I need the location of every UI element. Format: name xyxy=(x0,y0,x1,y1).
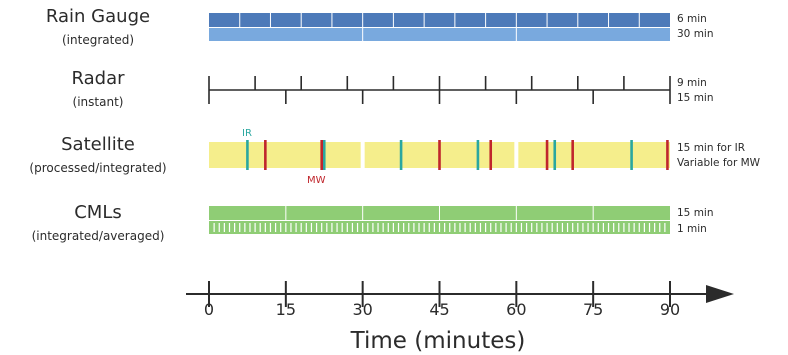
gauge-30min-bar xyxy=(209,28,670,41)
satellite-title: Satellite xyxy=(61,134,135,155)
radar-res-15min: 15 min xyxy=(677,92,714,104)
time-axis: 0 15 30 45 60 75 90 xyxy=(186,281,734,319)
gauge-6min-bar xyxy=(209,13,670,27)
radar-title: Radar xyxy=(72,68,126,89)
time-axis-tick-label: 45 xyxy=(429,300,449,319)
cmls-title: CMLs xyxy=(74,202,122,223)
time-axis-title: Time (minutes) xyxy=(350,328,526,354)
time-axis-tick-label: 90 xyxy=(660,300,680,319)
mw-tag: MW xyxy=(307,175,326,186)
cml-res-15min: 15 min xyxy=(677,207,714,219)
cmls-subtitle: (integrated/averaged) xyxy=(32,229,165,243)
ir-tag: IR xyxy=(242,128,252,139)
satellite-timeline xyxy=(209,140,670,170)
radar-subtitle: (instant) xyxy=(73,95,124,109)
radar-res-9min: 9 min xyxy=(677,77,707,89)
rain-gauge-title: Rain Gauge xyxy=(46,6,150,27)
time-axis-tick-label: 0 xyxy=(204,300,214,319)
satellite-res-mw: Variable for MW xyxy=(677,157,761,169)
time-axis-tick-label: 75 xyxy=(583,300,603,319)
cml-timeline xyxy=(209,206,670,234)
radar-timeline xyxy=(208,76,671,104)
time-axis-arrow xyxy=(706,285,734,303)
satellite-band-segment xyxy=(518,142,670,168)
satellite-res-ir: 15 min for IR xyxy=(677,142,745,154)
cml-res-1min: 1 min xyxy=(677,223,707,235)
rain-gauge-timeline xyxy=(209,13,670,41)
rain-gauge-res-6min: 6 min xyxy=(677,13,707,25)
time-axis-tick-label: 30 xyxy=(352,300,372,319)
satellite-band-segment xyxy=(209,142,361,168)
time-axis-tick-label: 60 xyxy=(506,300,526,319)
satellite-subtitle: (processed/integrated) xyxy=(29,161,166,175)
time-axis-tick-label: 15 xyxy=(276,300,296,319)
rain-gauge-subtitle: (integrated) xyxy=(62,33,134,47)
rain-gauge-res-30min: 30 min xyxy=(677,28,714,40)
